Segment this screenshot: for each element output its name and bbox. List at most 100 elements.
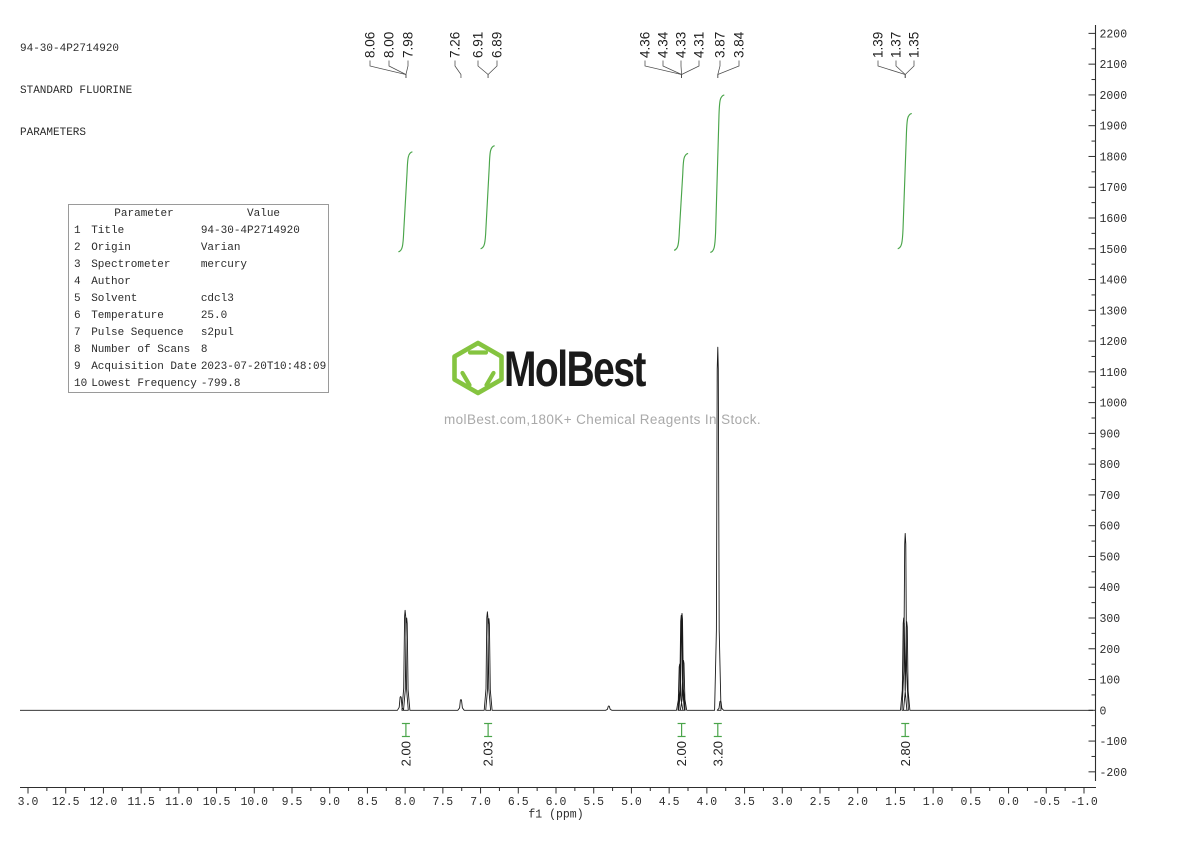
peak-label: 1.37 xyxy=(889,32,904,58)
peak-label: 8.00 xyxy=(382,32,397,58)
x-tick-label: 6.0 xyxy=(546,796,567,809)
peak-label: 3.84 xyxy=(732,31,747,58)
spectrum-header: 94-30-4P2714920 STANDARD FLUORINE PARAME… xyxy=(20,14,132,168)
y-tick-label: 300 xyxy=(1100,613,1121,626)
molbest-logo-text: MolBest xyxy=(504,341,646,397)
y-tick-label: 700 xyxy=(1100,490,1121,503)
y-tick-label: 1100 xyxy=(1100,367,1128,380)
peak-label: 8.06 xyxy=(363,32,378,58)
table-row: 2 Origin Varian xyxy=(74,241,241,254)
peak-connector xyxy=(477,60,489,78)
x-tick-label: 0.0 xyxy=(998,796,1019,809)
y-tick-label: 1200 xyxy=(1100,336,1128,349)
y-tick-label: 200 xyxy=(1100,644,1121,657)
y-tick-label: 500 xyxy=(1100,551,1121,564)
x-tick-label: 7.0 xyxy=(470,796,491,809)
peak-connector xyxy=(369,60,407,78)
peak-connector xyxy=(895,60,906,78)
y-tick-label: 1900 xyxy=(1100,121,1128,134)
peak-label: 1.35 xyxy=(907,32,922,58)
x-tick-label: 8.5 xyxy=(357,796,378,809)
header-value-cell: Value xyxy=(247,208,281,220)
x-tick-label: -0.5 xyxy=(1032,796,1060,809)
peak-label: 7.26 xyxy=(448,32,463,58)
x-tick-label: 12.5 xyxy=(52,796,80,809)
y-tick-label: 2000 xyxy=(1100,90,1128,103)
integral-label: 2.80 xyxy=(898,741,913,766)
x-tick-label: 5.5 xyxy=(583,796,604,809)
peak-connector xyxy=(487,60,498,78)
peak-connector xyxy=(717,60,740,78)
x-axis-title: f1 (ppm) xyxy=(528,809,583,822)
integral-label: 2.00 xyxy=(674,741,689,766)
integral-curve xyxy=(398,151,413,253)
peak-label: 6.91 xyxy=(471,32,486,58)
integral-curve xyxy=(710,94,725,254)
y-tick-label: 0 xyxy=(1100,705,1107,718)
peak-connector xyxy=(454,60,462,78)
table-row: 4 Author xyxy=(74,275,131,288)
x-tick-label: 10.0 xyxy=(240,796,268,809)
peak-connector xyxy=(681,60,700,78)
header-parameter-cell: Parameter xyxy=(114,208,174,220)
y-tick-label: 600 xyxy=(1100,521,1121,534)
x-tick-label: 3.0 xyxy=(772,796,793,809)
table-row: 3 Spectrometer mercury xyxy=(74,258,248,271)
peak-label: 3.87 xyxy=(713,32,728,58)
header-title: 94-30-4P2714920 xyxy=(20,43,120,55)
x-tick-label: 7.5 xyxy=(432,796,453,809)
table-row: 5 Solvent cdcl3 xyxy=(74,292,234,305)
x-tick-label: 12.0 xyxy=(90,796,118,809)
peak-label: 4.36 xyxy=(638,32,653,58)
integral-curve xyxy=(480,145,495,250)
integral-label: 2.00 xyxy=(398,741,413,766)
integral-label: 2.03 xyxy=(481,741,496,766)
x-tick-label: 6.5 xyxy=(508,796,529,809)
x-tick-label: 11.0 xyxy=(165,796,193,809)
y-tick-label: 1600 xyxy=(1100,213,1128,226)
y-tick-label: 2100 xyxy=(1100,59,1128,72)
spectrum-trace xyxy=(20,346,1093,711)
integral-curve xyxy=(673,152,689,251)
peak-connector xyxy=(877,60,906,78)
peak-connector xyxy=(405,60,409,78)
peak-label: 1.39 xyxy=(871,32,886,58)
x-tick-label: -1.0 xyxy=(1070,796,1098,809)
table-row: 8 Number of Scans 8 xyxy=(74,343,208,356)
table-row: 1 Title 94-30-4P2714920 xyxy=(74,224,300,237)
x-tick-label: 9.0 xyxy=(319,796,340,809)
y-tick-label: -100 xyxy=(1100,736,1128,749)
y-tick-label: 1000 xyxy=(1100,398,1128,411)
x-tick-label: 1.5 xyxy=(885,796,906,809)
x-tick-label: 1.0 xyxy=(923,796,944,809)
x-tick-label: 4.5 xyxy=(659,796,680,809)
y-tick-label: 1800 xyxy=(1100,151,1128,164)
peak-label: 6.89 xyxy=(490,32,505,58)
peak-connector xyxy=(388,60,407,78)
integral-curve xyxy=(897,112,912,250)
x-tick-label: 8.0 xyxy=(395,796,416,809)
table-row: 9 Acquisition Date 2023-07-20T10:48:09 xyxy=(74,360,327,373)
x-tick-label: 2.5 xyxy=(810,796,831,809)
y-tick-label: -200 xyxy=(1100,767,1128,780)
x-tick-label: 0.5 xyxy=(960,796,981,809)
header-subtitle2: PARAMETERS xyxy=(20,127,87,139)
integral-label: 3.20 xyxy=(710,741,725,766)
y-tick-label: 2200 xyxy=(1100,28,1128,41)
x-tick-label: 11.5 xyxy=(127,796,155,809)
molbest-tagline: molBest.com,180K+ Chemical Reagents In S… xyxy=(444,412,762,427)
x-tick-label: 10.5 xyxy=(203,796,231,809)
peak-connector xyxy=(662,60,682,78)
y-tick-label: 1700 xyxy=(1100,182,1128,195)
x-tick-label: 3.5 xyxy=(734,796,755,809)
header-subtitle: STANDARD FLUORINE xyxy=(20,85,133,97)
y-tick-label: 900 xyxy=(1100,428,1121,441)
x-tick-label: 3.0 xyxy=(18,796,39,809)
x-tick-label: 9.5 xyxy=(282,796,303,809)
y-tick-label: 1500 xyxy=(1100,244,1128,257)
table-row: 10 Lowest Frequency -799.8 xyxy=(74,377,241,390)
y-tick-label: 1400 xyxy=(1100,275,1128,288)
